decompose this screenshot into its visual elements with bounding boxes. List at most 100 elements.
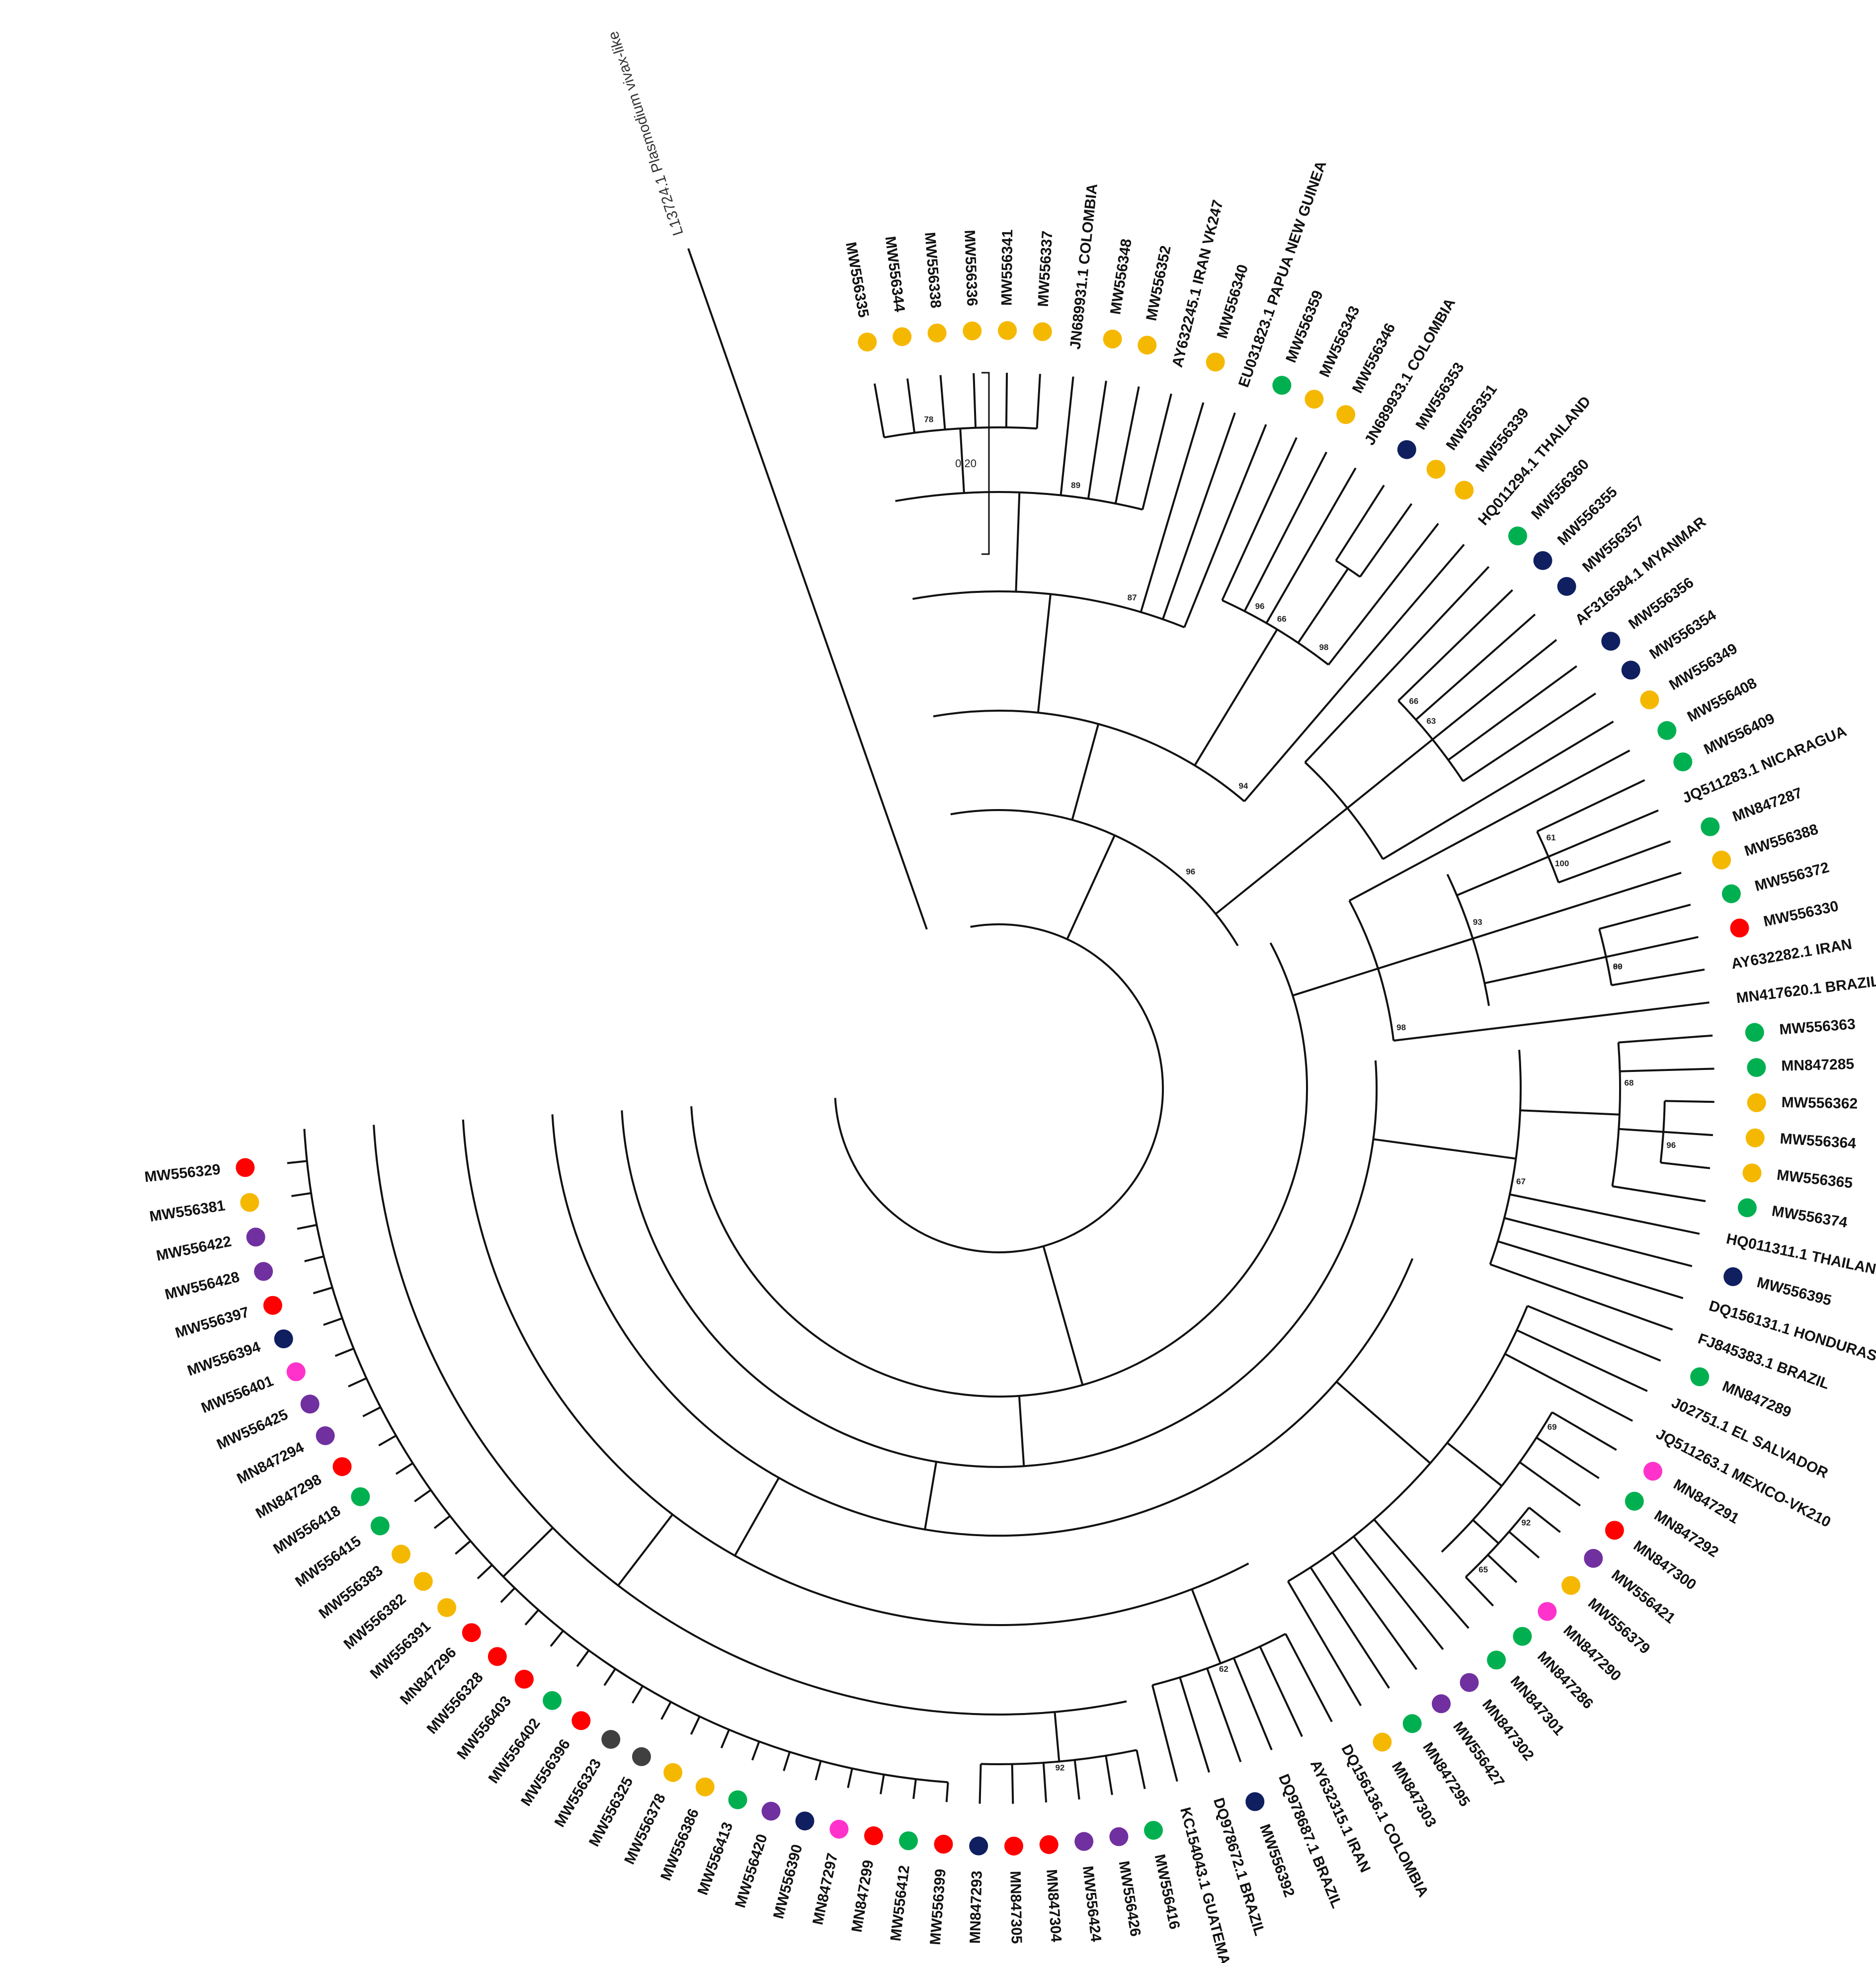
leaf-marker-yellow [1138, 335, 1157, 355]
leaf-marker-red [236, 1158, 255, 1177]
leaf-label: MW556422 [155, 1233, 233, 1264]
clade-am-d2-arc [373, 1125, 1127, 1716]
leaf-branch [1359, 503, 1413, 577]
leaf-branch [1327, 523, 1439, 665]
leaf-label: MW556394 [185, 1338, 263, 1379]
leaf-branch [1465, 1576, 1494, 1607]
leaf-marker-green [728, 1790, 747, 1809]
leaf-label: MW556359 [1283, 288, 1326, 365]
leaf-label: MN847304 [1043, 1869, 1064, 1943]
leaf-marker-navy [1533, 551, 1552, 570]
leaf-marker-pink [829, 1819, 849, 1839]
leaf-branch [304, 1255, 324, 1262]
leaf-branch [323, 1317, 343, 1326]
leaf-marker-yellow [963, 321, 982, 340]
clade-asia-a2b-stem [1297, 568, 1349, 644]
leaf-marker-red [514, 1669, 534, 1689]
leaf-branch [1287, 1580, 1362, 1707]
leaf-marker-navy [1621, 660, 1640, 680]
leaf-label: MW556416 [1151, 1853, 1183, 1931]
leaf-marker-green [1513, 1627, 1532, 1646]
leaf-branch [720, 1729, 730, 1749]
leaf-marker-purple [1584, 1549, 1603, 1568]
leaf-branch [1036, 374, 1041, 429]
leaf-branch [1551, 1411, 1617, 1451]
leaf-branch [1105, 1755, 1113, 1796]
leaf-branch [1136, 1749, 1146, 1790]
leaf-branch [873, 383, 885, 438]
bootstrap-value: 99 [1613, 962, 1623, 972]
leaf-branch [973, 373, 977, 428]
leaf-marker-purple [761, 1801, 781, 1821]
bootstrap-value: 68 [1625, 1078, 1634, 1088]
leaf-branch [939, 375, 946, 430]
leaf-branch [1382, 721, 1614, 860]
clade-asia-b-stem [1215, 807, 1348, 915]
leaf-branch [1660, 1161, 1711, 1169]
leaf-marker-red [332, 1457, 352, 1476]
leaf-marker-yellow [1336, 405, 1356, 424]
leaf-label: MW556399 [927, 1868, 949, 1945]
leaf-label: MW556420 [732, 1832, 771, 1910]
leaf-branch [1487, 1554, 1518, 1583]
leaf-branch [291, 1192, 312, 1197]
leaf-marker-green [899, 1831, 918, 1851]
clade-am-d-stem [734, 1477, 780, 1556]
leaf-marker-yellow [1033, 322, 1052, 341]
leaf-marker-green [1690, 1367, 1710, 1387]
leaf-branch [1504, 1353, 1633, 1422]
leaf-branch [660, 1701, 672, 1720]
leaf-marker-green [351, 1487, 370, 1506]
bootstrap-value: 67 [1516, 1177, 1526, 1186]
leaf-label: MW556388 [1742, 821, 1820, 860]
scale-bar: 0.20 [955, 372, 990, 555]
leaf-label: MW556343 [1316, 304, 1363, 380]
leaf-branch [1140, 402, 1205, 613]
clade-am-c-arc [551, 1114, 1414, 1537]
leaf-branch [1397, 589, 1513, 702]
leaf-label: MN847285 [1781, 1056, 1855, 1074]
leaf-branch [847, 1768, 853, 1789]
scale-bar-label: 0.20 [955, 457, 977, 470]
clade-asia-stem [1066, 834, 1116, 940]
leaf-label: MW556374 [1771, 1203, 1849, 1231]
leaf-label: MW556325 [586, 1774, 636, 1849]
leaf-label: MW556363 [1779, 1016, 1856, 1038]
leaf-branch [1087, 381, 1107, 499]
leaf-branch [1259, 1646, 1303, 1737]
leaf-marker-navy [1245, 1792, 1265, 1811]
leaf-marker-green [543, 1691, 562, 1710]
leaf-branch [1415, 613, 1536, 721]
leaf-branch [1349, 749, 1631, 902]
leaf-marker-red [864, 1826, 883, 1845]
leaf-marker-red [934, 1834, 953, 1854]
clade-am-d2-stem [617, 1514, 673, 1586]
leaf-branch [1073, 1760, 1080, 1800]
leaf-branch [1331, 1552, 1418, 1670]
leaf-branch [1528, 1506, 1561, 1533]
leaf-marker-yellow [1742, 1163, 1762, 1183]
leaf-marker-green [1402, 1714, 1422, 1733]
leaf-marker-navy [1601, 632, 1621, 651]
bootstrap-value: 87 [1128, 593, 1137, 602]
clade-asia-b1-stem [1347, 738, 1433, 809]
leaf-marker-gray [601, 1730, 621, 1749]
leaf-branch [477, 1564, 493, 1579]
leaf-branch [1335, 485, 1385, 562]
leaf-branch [1373, 1519, 1469, 1629]
leaf-branch [1353, 1536, 1444, 1650]
leaf-marker-navy [1557, 577, 1576, 596]
leaf-branch [1536, 1437, 1600, 1479]
leaf-marker-purple [1432, 1694, 1451, 1714]
clade-asia-a2-stem [1194, 629, 1278, 766]
leaf-marker-green [1508, 526, 1527, 546]
leaf-marker-purple [1074, 1832, 1094, 1851]
leaf-label: MN847289 [1720, 1378, 1794, 1421]
leaf-branch [1618, 1034, 1713, 1044]
leaf-branch [1504, 1217, 1693, 1267]
leaf-marker-purple [300, 1394, 320, 1414]
leaf-marker-yellow [1373, 1732, 1392, 1752]
leaf-branch [297, 1224, 317, 1230]
outgroup-stem [687, 248, 928, 930]
leaf-label: MW556390 [770, 1843, 806, 1921]
